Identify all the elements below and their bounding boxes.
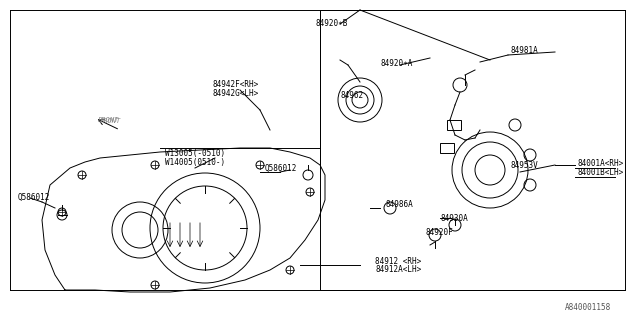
Text: W13005(-0510): W13005(-0510) <box>165 148 225 157</box>
Text: 84001B<LH>: 84001B<LH> <box>578 167 624 177</box>
Text: 84962: 84962 <box>340 91 363 100</box>
Text: A840001158: A840001158 <box>565 303 611 313</box>
Text: 84912A<LH>: 84912A<LH> <box>375 266 421 275</box>
Text: 84953V: 84953V <box>510 161 538 170</box>
Text: 84930A: 84930A <box>440 213 468 222</box>
Text: 84001A<RH>: 84001A<RH> <box>578 158 624 167</box>
Text: 84986A: 84986A <box>385 199 413 209</box>
Text: W14005(0510-): W14005(0510-) <box>165 157 225 166</box>
Text: 84920F: 84920F <box>425 228 452 236</box>
Text: Q586012: Q586012 <box>265 164 298 172</box>
Text: 84912 <RH>: 84912 <RH> <box>375 257 421 266</box>
Text: 84920∗B: 84920∗B <box>315 19 348 28</box>
Text: 84981A: 84981A <box>510 45 538 54</box>
Text: 84920∗A: 84920∗A <box>380 59 412 68</box>
Text: Q586012: Q586012 <box>18 193 51 202</box>
Text: FRONT: FRONT <box>98 117 119 123</box>
Text: FRONT: FRONT <box>100 118 121 124</box>
Text: 84942F<RH>: 84942F<RH> <box>212 79 259 89</box>
Text: 84942G<LH>: 84942G<LH> <box>212 89 259 98</box>
